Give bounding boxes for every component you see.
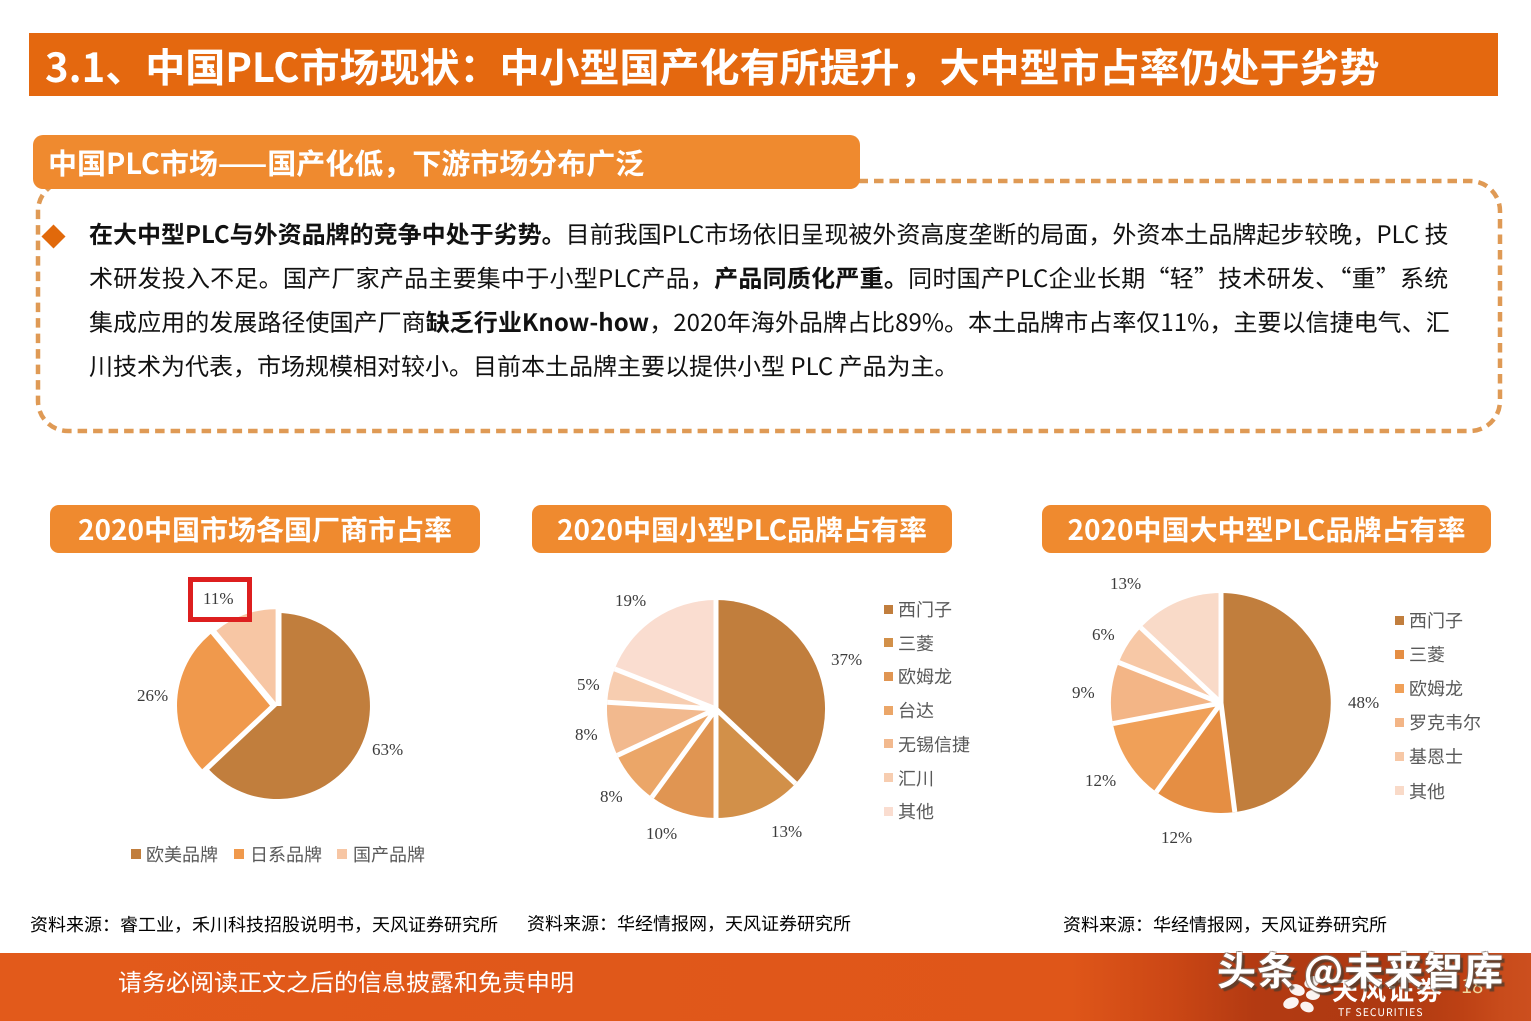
svg-text:TF SECURITIES: TF SECURITIES bbox=[1338, 1005, 1424, 1020]
svg-text:天风证券: 天风证券 bbox=[1332, 974, 1444, 1008]
